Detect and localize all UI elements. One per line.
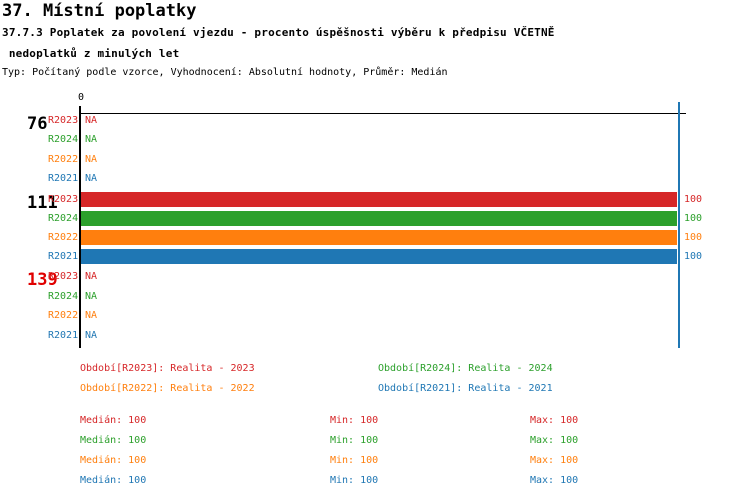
bar-r2023	[81, 192, 677, 207]
na-value-label: NA	[85, 271, 98, 282]
bar-r2021	[81, 249, 677, 264]
stat-min: Min: 100	[330, 435, 379, 446]
chart-row: R2024 100	[0, 211, 750, 230]
legend-item-r2023: Období[R2023]: Realita - 2023	[80, 363, 255, 374]
chart-subtitle-continued: nedoplatků z minulých let	[2, 47, 180, 60]
series-label: R2024	[48, 134, 79, 145]
stat-min: Min: 100	[330, 415, 379, 426]
chart-row: R2021 NA	[0, 173, 750, 192]
chart-row: R2021 100	[0, 249, 750, 268]
na-value-label: NA	[85, 134, 98, 145]
group-label: 139	[27, 270, 58, 290]
series-label: R2024	[48, 291, 79, 302]
y-axis-line	[79, 106, 81, 348]
series-label: R2021	[48, 173, 79, 184]
chart-row: R2024 NA	[0, 291, 750, 310]
series-label: R2023	[48, 271, 79, 282]
bar-value-label: 100	[684, 213, 703, 224]
x-axis-line	[80, 113, 686, 114]
chart-row: 139 R2023 NA	[0, 271, 750, 290]
bar-value-label: 100	[684, 232, 703, 243]
zero-tick-label: 0	[77, 92, 85, 103]
na-value-label: NA	[85, 330, 98, 341]
stat-median: Medián: 100	[80, 475, 147, 486]
chart-row: R2022 NA	[0, 310, 750, 329]
stat-max: Max: 100	[530, 475, 579, 486]
na-value-label: NA	[85, 310, 98, 321]
legend-item-r2024: Období[R2024]: Realita - 2024	[378, 363, 553, 374]
chart-row: 111 R2023 100	[0, 192, 750, 213]
chart-row: R2022 100	[0, 230, 750, 249]
chart-subtitle: 37.7.3 Poplatek za povolení vjezdu - pro…	[2, 26, 555, 39]
stat-min: Min: 100	[330, 455, 379, 466]
na-value-label: NA	[85, 173, 98, 184]
series-label: R2022	[48, 154, 79, 165]
bar-r2024	[81, 211, 677, 226]
group-label: 76	[27, 114, 48, 134]
chart-title: 37. Místní poplatky	[2, 1, 197, 21]
na-value-label: NA	[85, 291, 98, 302]
series-label: R2023	[48, 194, 79, 205]
series-label: R2022	[48, 232, 79, 243]
group-label: 111	[27, 193, 58, 213]
series-label: R2022	[48, 310, 79, 321]
chart-row: R2024 NA	[0, 134, 750, 153]
chart-meta-line: Typ: Počítaný podle vzorce, Vyhodnocení:…	[2, 67, 448, 78]
stat-max: Max: 100	[530, 455, 579, 466]
series-label: R2023	[48, 115, 79, 126]
legend-item-r2021: Období[R2021]: Realita - 2021	[378, 383, 553, 394]
median-guide-line	[678, 102, 680, 348]
series-label: R2021	[48, 251, 79, 262]
stat-max: Max: 100	[530, 435, 579, 446]
legend-item-r2022: Období[R2022]: Realita - 2022	[80, 383, 255, 394]
bar-r2022	[81, 230, 677, 245]
bar-value-label: 100	[684, 251, 703, 262]
stat-max: Max: 100	[530, 415, 579, 426]
chart-row: R2021 NA	[0, 330, 750, 349]
bar-value-label: 100	[684, 194, 703, 205]
chart-row: 76 R2023 NA	[0, 115, 750, 134]
stat-min: Min: 100	[330, 475, 379, 486]
stat-median: Medián: 100	[80, 455, 147, 466]
series-label: R2021	[48, 330, 79, 341]
na-value-label: NA	[85, 115, 98, 126]
series-label: R2024	[48, 213, 79, 224]
stat-median: Medián: 100	[80, 435, 147, 446]
stat-median: Medián: 100	[80, 415, 147, 426]
chart-row: R2022 NA	[0, 154, 750, 173]
na-value-label: NA	[85, 154, 98, 165]
